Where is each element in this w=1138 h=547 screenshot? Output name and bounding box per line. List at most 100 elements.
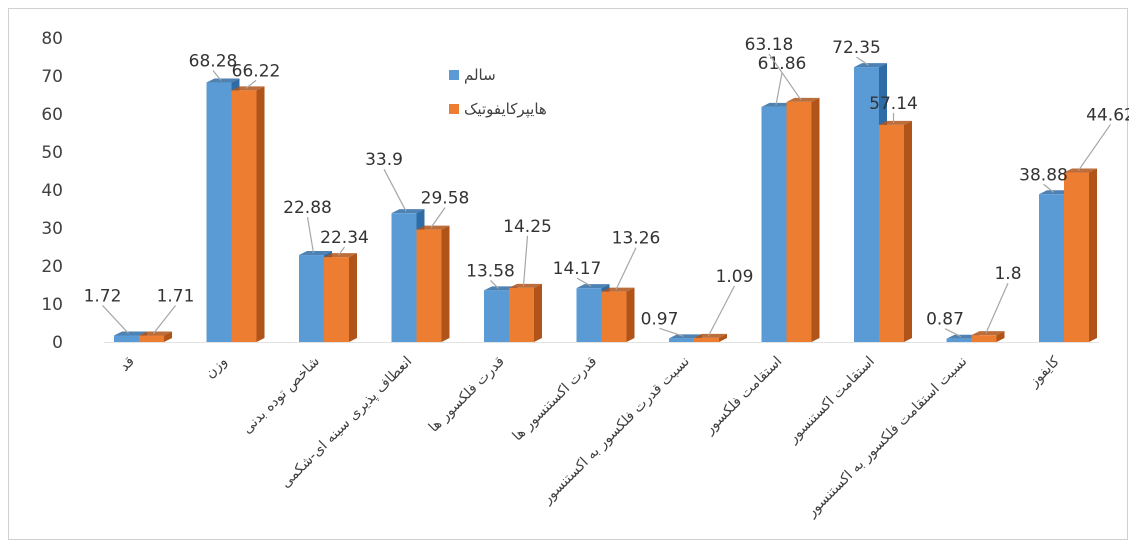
leader-line <box>985 282 1009 334</box>
legend: سالم هایپرکایفوتیک <box>449 66 547 119</box>
leader-line <box>775 72 783 106</box>
y-tick-label: 30 <box>41 219 63 239</box>
bar-front <box>231 90 257 342</box>
leader-line <box>522 235 529 286</box>
data-label: 22.88 <box>283 198 332 218</box>
data-label: 13.58 <box>466 261 515 281</box>
bar-front <box>114 335 139 342</box>
bar <box>324 253 357 342</box>
bar-front <box>324 257 349 342</box>
bar-top <box>694 333 727 338</box>
bar <box>971 331 1005 342</box>
bar-side <box>164 331 172 342</box>
bar-top <box>206 78 240 83</box>
data-label: 29.58 <box>421 189 470 209</box>
data-label: 33.9 <box>365 150 403 170</box>
leader-line <box>102 305 129 334</box>
bar-top <box>761 102 795 107</box>
bar <box>601 287 635 342</box>
category-label: استقامت فلکسور <box>701 354 785 438</box>
bar-top <box>601 287 635 292</box>
data-label: 61.86 <box>758 54 807 74</box>
bar-top <box>879 120 912 125</box>
data-label: 72.35 <box>832 38 881 58</box>
y-tick-label: 50 <box>41 143 63 163</box>
data-label: 68.28 <box>189 52 238 72</box>
leader-line <box>576 277 592 287</box>
bar-top <box>391 209 425 214</box>
bar-side <box>904 120 912 342</box>
bar-front <box>854 67 879 342</box>
bar <box>509 283 542 342</box>
bar-side <box>349 253 357 342</box>
legend-label: هایپرکایفوتیک <box>464 100 547 119</box>
bar-side <box>1089 168 1097 342</box>
bar <box>1064 168 1097 342</box>
data-label: 22.34 <box>320 228 369 248</box>
bar-top <box>971 331 1005 336</box>
bar-top <box>1064 168 1097 173</box>
bar-front <box>299 255 324 342</box>
y-tick-label: 20 <box>41 257 63 277</box>
bar-top <box>946 334 980 339</box>
bar-top <box>114 331 147 336</box>
bar-front <box>1064 172 1089 342</box>
data-label: 63.18 <box>745 35 794 55</box>
leader-line <box>768 53 802 101</box>
y-tick-label: 0 <box>52 333 63 353</box>
leader-line <box>430 207 446 228</box>
bar-front <box>669 338 694 342</box>
category-label: قد <box>117 354 138 375</box>
bar-side <box>534 283 542 342</box>
leader-line <box>615 247 637 290</box>
data-label: 0.87 <box>926 310 964 330</box>
leader-line <box>944 328 962 338</box>
y-axis: 0 10 20 30 40 50 60 70 80 <box>41 29 1099 353</box>
leader-line <box>245 79 257 89</box>
bar-front <box>391 213 417 342</box>
bar-side <box>996 331 1005 342</box>
bar <box>206 78 240 342</box>
leader-line <box>153 305 176 334</box>
leader-line <box>338 246 345 256</box>
category-label: نسبت قدرت فلکسور به اکستنسور <box>539 354 693 508</box>
y-tick-label: 60 <box>41 105 63 125</box>
bar-top <box>509 283 542 288</box>
legend-swatch <box>449 104 459 114</box>
category-label: قدرت فلکسور ها <box>426 354 508 436</box>
bar-front <box>576 288 602 342</box>
bar-top <box>299 251 332 256</box>
bar-side <box>256 86 265 342</box>
bar-top <box>854 63 887 68</box>
bar-side <box>441 225 450 342</box>
bar-front <box>484 290 509 342</box>
y-tick-label: 40 <box>41 181 63 201</box>
bar-top <box>1039 190 1072 195</box>
data-label: 1.09 <box>716 267 754 287</box>
y-tick-label: 10 <box>41 295 63 315</box>
bar-top <box>669 334 702 339</box>
bar-front <box>139 335 164 342</box>
category-label: نسبت استقامت فلکسور به اکستنسور <box>803 354 970 521</box>
bar-front <box>601 291 627 342</box>
legend-swatch <box>449 70 459 80</box>
data-label: 57.14 <box>869 94 918 114</box>
bar-front <box>761 106 787 342</box>
bar-front <box>879 124 904 342</box>
bar <box>786 97 820 342</box>
bar-top <box>576 284 610 289</box>
bar <box>231 86 265 342</box>
bars <box>114 63 1097 342</box>
legend-item: سالم <box>449 66 496 84</box>
bar-top <box>231 86 265 91</box>
leader-line <box>490 279 499 289</box>
bar <box>139 331 172 342</box>
leader-line <box>707 285 736 337</box>
bar-front <box>509 287 534 342</box>
bar-side <box>719 333 727 342</box>
data-label: 1.8 <box>994 264 1021 284</box>
y-tick-label: 80 <box>41 29 63 49</box>
